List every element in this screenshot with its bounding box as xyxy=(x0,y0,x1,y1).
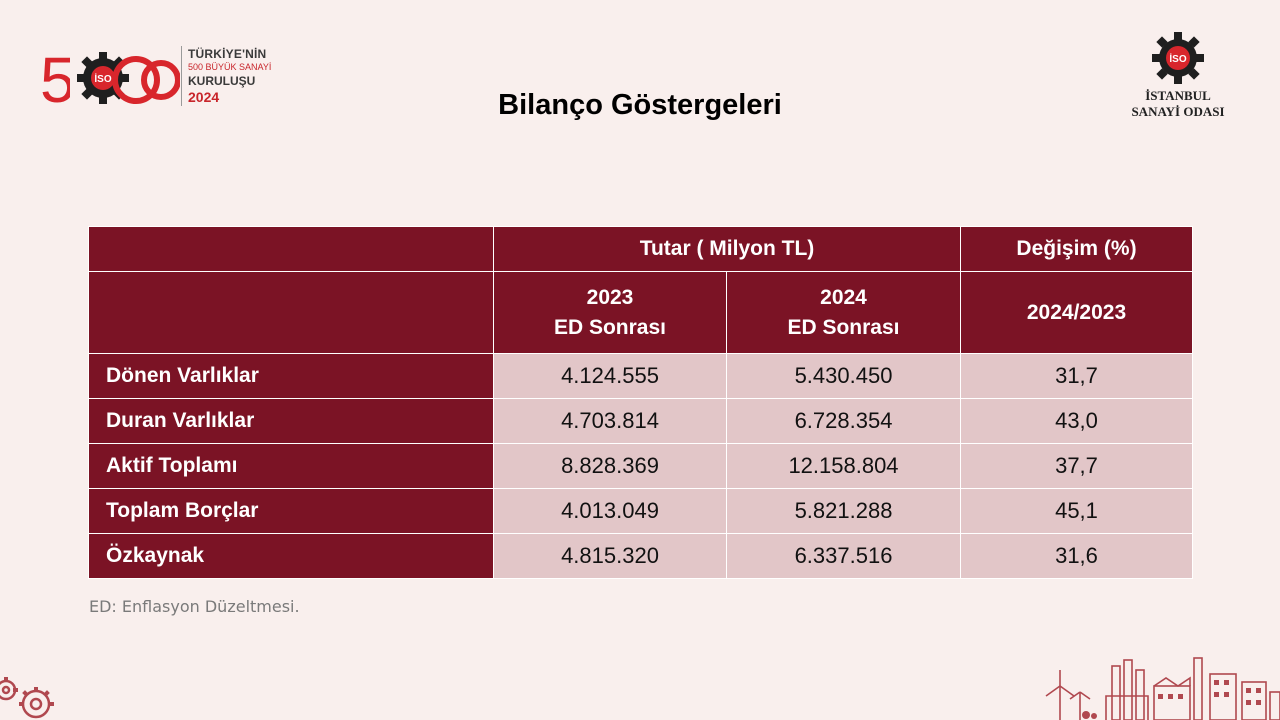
value-2024: 12.158.804 xyxy=(726,443,961,489)
org-name-line-1: İSTANBUL xyxy=(1145,88,1211,103)
value-change: 43,0 xyxy=(960,398,1193,444)
row-label: Toplam Borçlar xyxy=(88,488,494,534)
value-2023: 4.703.814 xyxy=(493,398,727,444)
value-change: 31,7 xyxy=(960,353,1193,399)
header-2024-year: 2024 xyxy=(820,285,867,309)
row-label: Duran Varlıklar xyxy=(88,398,494,444)
balance-table: Tutar ( Milyon TL) Değişim (%) 2023 ED S… xyxy=(88,226,1193,579)
table-header-row-1: Tutar ( Milyon TL) Değişim (%) xyxy=(88,226,1193,272)
header-2023: 2023 ED Sonrası xyxy=(493,271,727,354)
value-2023: 4.124.555 xyxy=(493,353,727,399)
table-header-row-2: 2023 ED Sonrası 2024 ED Sonrası 2024/202… xyxy=(88,271,1193,354)
value-2024: 5.430.450 xyxy=(726,353,961,399)
industry-skyline-icon xyxy=(1045,657,1280,720)
value-change: 37,7 xyxy=(960,443,1193,489)
svg-text:İSO: İSO xyxy=(1169,52,1186,65)
gears-decoration-icon xyxy=(0,677,54,719)
value-change: 31,6 xyxy=(960,533,1193,579)
header-2023-year: 2023 xyxy=(586,285,634,309)
logo-line-3: KURULUŞU xyxy=(188,74,256,88)
logo-text: TÜRKİYE'NİN 500 BÜYÜK SANAYİ KURULUŞU 20… xyxy=(188,48,271,104)
logo-year: 2024 xyxy=(188,89,220,105)
logo-divider xyxy=(181,46,182,106)
svg-text:İSO: İSO xyxy=(94,72,111,85)
table-row: Aktif Toplamı 8.828.369 12.158.804 37,7 xyxy=(88,443,1193,489)
row-label: Aktif Toplamı xyxy=(88,443,494,489)
header-corner-cell xyxy=(88,226,494,272)
table-row: Özkaynak 4.815.320 6.337.516 31,6 xyxy=(88,533,1193,579)
table-row: Toplam Borçlar 4.013.049 5.821.288 45,1 xyxy=(88,488,1193,534)
header-2024-sub: ED Sonrası xyxy=(787,315,900,339)
top500-logo: 500 İSO TÜRKİYE'NİN 500 BÜYÜK SANAYİ KUR… xyxy=(40,44,285,112)
row-label: Özkaynak xyxy=(88,533,494,579)
org-name-line-2: SANAYİ ODASI xyxy=(1131,104,1225,119)
logo-line-1: TÜRKİYE'NİN xyxy=(188,47,267,61)
value-change: 45,1 xyxy=(960,488,1193,534)
header-empty-cell xyxy=(88,271,494,354)
row-label: Dönen Varlıklar xyxy=(88,353,494,399)
header-change-group: Değişim (%) xyxy=(960,226,1193,272)
value-2024: 6.337.516 xyxy=(726,533,961,579)
value-2023: 8.828.369 xyxy=(493,443,727,489)
page-title: Bilanço Göstergeleri xyxy=(498,89,782,121)
iso-gear-icon: İSO xyxy=(1152,32,1204,84)
header-change-ratio: 2024/2023 xyxy=(960,271,1193,354)
table-row: Dönen Varlıklar 4.124.555 5.430.450 31,7 xyxy=(88,353,1193,399)
header-2024: 2024 ED Sonrası xyxy=(726,271,961,354)
value-2024: 6.728.354 xyxy=(726,398,961,444)
org-name: İSTANBUL SANAYİ ODASI xyxy=(1108,88,1248,120)
value-2023: 4.815.320 xyxy=(493,533,727,579)
header-2023-sub: ED Sonrası xyxy=(553,315,667,339)
table-row: Duran Varlıklar 4.703.814 6.728.354 43,0 xyxy=(88,398,1193,444)
logo-500-graphic: 500 İSO xyxy=(40,44,180,112)
value-2023: 4.013.049 xyxy=(493,488,727,534)
header-amount-group: Tutar ( Milyon TL) xyxy=(493,226,961,272)
value-2024: 5.821.288 xyxy=(726,488,961,534)
iso-logo: İSO İSTANBUL SANAYİ ODASI xyxy=(1108,30,1248,126)
footnote: ED: Enflasyon Düzeltmesi. xyxy=(89,597,300,616)
logo-line-2: 500 BÜYÜK SANAYİ xyxy=(188,62,272,72)
